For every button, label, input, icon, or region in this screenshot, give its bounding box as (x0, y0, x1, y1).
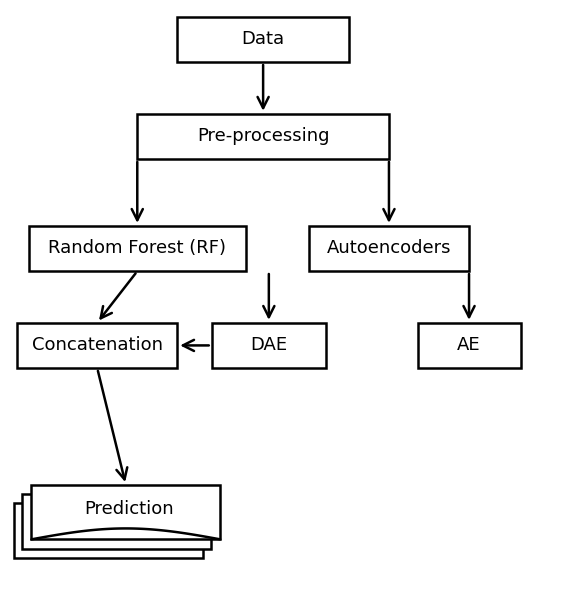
FancyBboxPatch shape (17, 322, 177, 368)
FancyBboxPatch shape (31, 485, 220, 539)
FancyBboxPatch shape (177, 16, 349, 62)
FancyBboxPatch shape (14, 503, 203, 558)
Text: Autoencoders: Autoencoders (327, 239, 451, 258)
FancyBboxPatch shape (212, 322, 326, 368)
Text: AE: AE (457, 336, 481, 355)
Text: Pre-processing: Pre-processing (197, 127, 329, 145)
FancyBboxPatch shape (418, 322, 521, 368)
Text: DAE: DAE (251, 336, 287, 355)
FancyBboxPatch shape (137, 114, 389, 159)
Text: Random Forest (RF): Random Forest (RF) (48, 239, 227, 258)
FancyBboxPatch shape (309, 226, 469, 271)
FancyBboxPatch shape (29, 226, 246, 271)
Text: Concatenation: Concatenation (31, 336, 163, 355)
Text: Data: Data (241, 30, 285, 48)
FancyBboxPatch shape (22, 494, 211, 549)
Text: Prediction: Prediction (84, 500, 173, 518)
